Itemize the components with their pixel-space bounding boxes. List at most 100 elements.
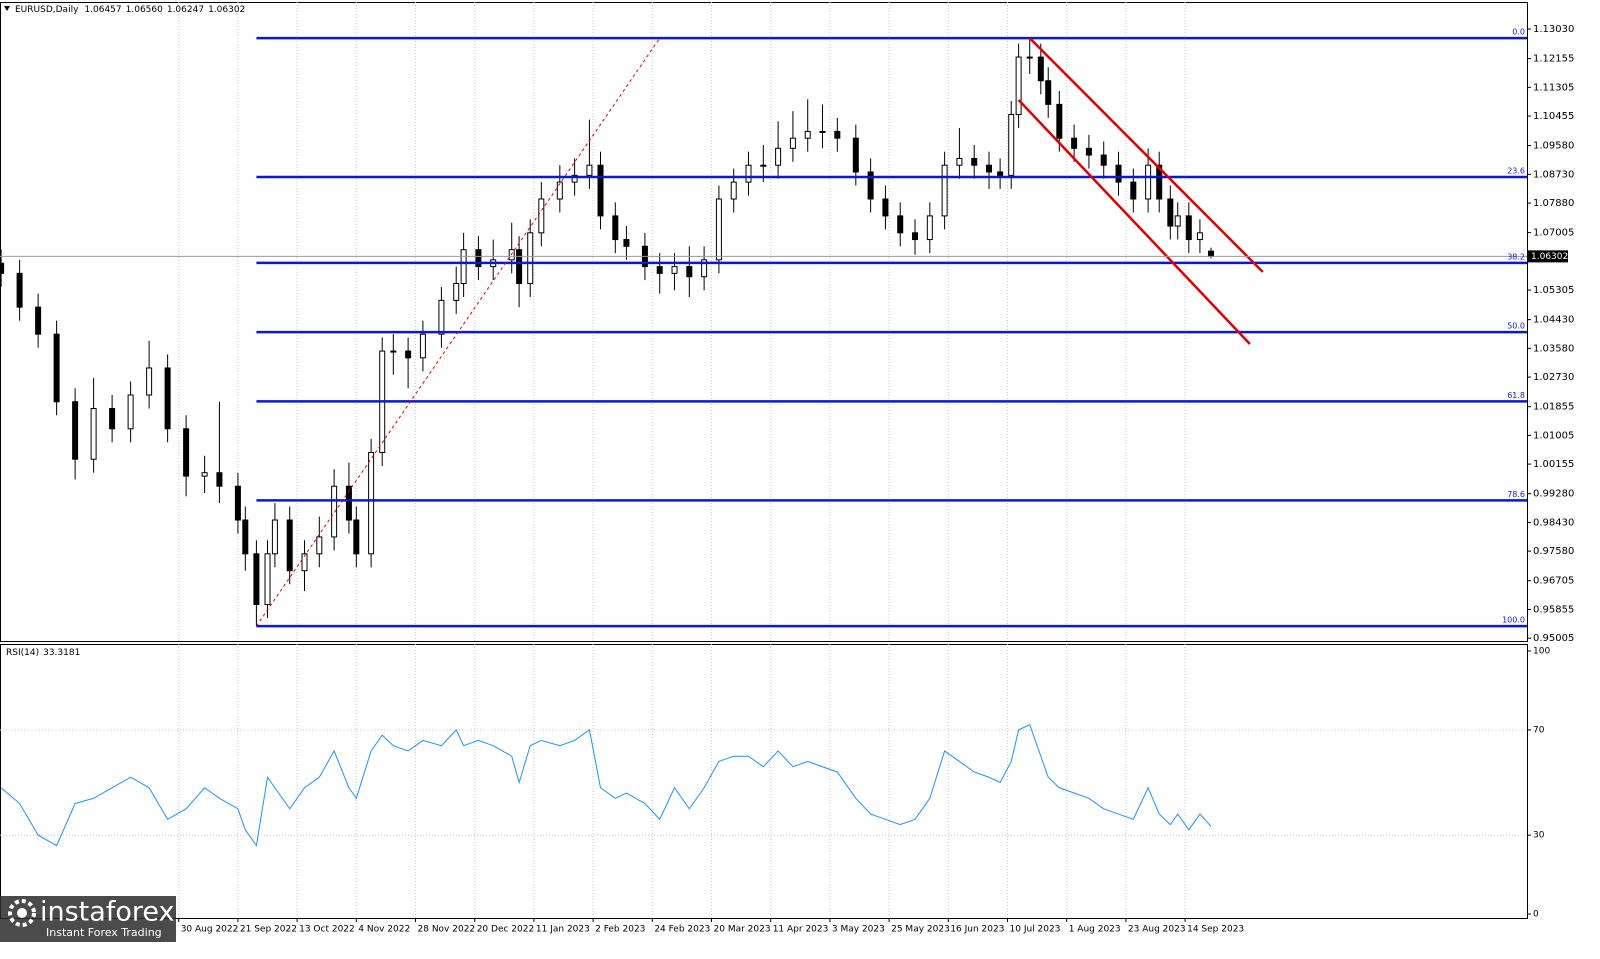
candle-body bbox=[971, 157, 978, 166]
candle-body bbox=[1045, 80, 1052, 105]
candle-body bbox=[912, 232, 919, 241]
fib-label: 23.6 bbox=[1507, 167, 1525, 176]
y-tick-label: 1.07880 bbox=[1533, 198, 1574, 209]
header-open: 1.06457 bbox=[84, 5, 121, 15]
fib-label: 0.0 bbox=[1512, 28, 1525, 37]
x-tick-label: 13 Oct 2022 bbox=[299, 925, 355, 935]
candle-body bbox=[527, 232, 534, 284]
candle-body bbox=[1156, 164, 1163, 200]
rsi-tick-label: 30 bbox=[1533, 831, 1545, 841]
candle-body bbox=[715, 198, 722, 261]
candle-body bbox=[264, 553, 271, 606]
candle-body bbox=[804, 130, 811, 139]
candle-body bbox=[353, 519, 360, 555]
candle-body bbox=[686, 266, 693, 278]
candle-body bbox=[286, 519, 293, 572]
x-tick-label: 3 May 2023 bbox=[832, 925, 885, 935]
candle-body bbox=[271, 519, 278, 555]
x-tick-label: 28 Nov 2022 bbox=[418, 925, 476, 935]
candle-body bbox=[453, 282, 460, 301]
y-tick-label: 1.07005 bbox=[1533, 228, 1574, 239]
candle-body bbox=[216, 472, 223, 487]
channel-line bbox=[1028, 37, 1264, 273]
candle-body bbox=[183, 428, 190, 477]
y-tick-label: 1.08730 bbox=[1533, 169, 1574, 180]
candle-body bbox=[882, 198, 889, 217]
candle-body bbox=[419, 333, 426, 359]
candle-body bbox=[109, 408, 116, 430]
y-tick-label: 1.01005 bbox=[1533, 430, 1574, 441]
y-tick-label: 1.02730 bbox=[1533, 372, 1574, 383]
y-tick-label: 0.95005 bbox=[1533, 633, 1574, 644]
candle-body bbox=[301, 553, 308, 572]
candle-body bbox=[1174, 215, 1181, 227]
marks-layer bbox=[0, 36, 1527, 847]
candle-body bbox=[1008, 114, 1015, 176]
header-low: 1.06247 bbox=[167, 5, 204, 15]
candle-body bbox=[571, 174, 578, 183]
candle-body bbox=[1115, 164, 1122, 183]
fib-label: 50.0 bbox=[1507, 322, 1525, 331]
candle-body bbox=[789, 137, 796, 149]
candle-body bbox=[164, 367, 171, 430]
candle-body bbox=[612, 215, 619, 241]
rsi-pane-frame bbox=[0, 644, 1528, 919]
candle-body bbox=[1026, 56, 1033, 59]
y-tick-label: 0.96705 bbox=[1533, 576, 1574, 587]
fib-label: 38.2 bbox=[1507, 252, 1525, 261]
candle-body bbox=[316, 536, 323, 555]
fib-label: 61.8 bbox=[1507, 391, 1525, 400]
candle-body bbox=[897, 215, 904, 234]
watermark-tagline: Instant Forex Trading bbox=[46, 926, 162, 939]
rsi-header: RSI(14) 33.3181 bbox=[6, 648, 80, 658]
fib-label: 100.0 bbox=[1502, 616, 1525, 625]
channel-line bbox=[1017, 99, 1251, 345]
x-tick-label: 11 Apr 2023 bbox=[773, 925, 829, 935]
candle-body bbox=[72, 401, 79, 460]
candle-body bbox=[834, 130, 841, 139]
candle-body bbox=[597, 164, 604, 217]
candle-body bbox=[35, 306, 42, 335]
candle-body bbox=[586, 164, 593, 176]
candle-body bbox=[390, 350, 397, 353]
x-tick-label: 21 Sep 2022 bbox=[240, 925, 297, 935]
main-pane-frame bbox=[0, 2, 1528, 642]
candle-body bbox=[53, 333, 60, 403]
header-high: 1.06560 bbox=[126, 5, 163, 15]
y-tick-label: 0.98430 bbox=[1533, 517, 1574, 528]
y-tick-label: 1.01855 bbox=[1533, 402, 1574, 413]
candle-body bbox=[1100, 154, 1107, 166]
candle-body bbox=[1208, 250, 1215, 257]
y-tick-label: 1.09580 bbox=[1533, 141, 1574, 152]
fib-anchor-line bbox=[255, 37, 661, 627]
x-tick-label: 16 Jun 2023 bbox=[950, 925, 1004, 935]
x-tick-label: 20 Dec 2022 bbox=[477, 925, 535, 935]
candle-body bbox=[0, 262, 5, 274]
header-close: 1.06302 bbox=[208, 5, 245, 15]
x-tick-label: 30 Aug 2022 bbox=[181, 925, 239, 935]
candle-body bbox=[819, 130, 826, 133]
candle-body bbox=[867, 171, 874, 200]
candle-body bbox=[146, 367, 153, 396]
candle-body bbox=[331, 485, 338, 538]
x-tick-label: 23 Aug 2023 bbox=[1128, 925, 1186, 935]
rsi-tick-label: 100 bbox=[1533, 647, 1550, 657]
x-tick-label: 1 Aug 2023 bbox=[1069, 925, 1121, 935]
candle-body bbox=[460, 249, 467, 284]
candle-body bbox=[368, 451, 375, 555]
rsi-line bbox=[0, 723, 1212, 847]
candle-body bbox=[1196, 232, 1203, 241]
watermark-icon bbox=[8, 899, 36, 927]
y-tick-label: 1.12155 bbox=[1533, 54, 1574, 65]
watermark: instaforex Instant Forex Trading bbox=[0, 896, 176, 942]
candle-body bbox=[956, 157, 963, 166]
x-tick-label: 14 Sep 2023 bbox=[1187, 925, 1244, 935]
rsi-tick-label: 0 bbox=[1533, 910, 1539, 920]
candle-body bbox=[1056, 103, 1063, 139]
current-price-label: 1.06302 bbox=[1531, 252, 1568, 262]
candle-body bbox=[986, 164, 993, 173]
x-tick-label: 11 Jan 2023 bbox=[536, 925, 590, 935]
candle-body bbox=[1130, 181, 1137, 200]
y-tick-label: 1.11305 bbox=[1533, 82, 1574, 93]
candle-body bbox=[997, 171, 1004, 176]
